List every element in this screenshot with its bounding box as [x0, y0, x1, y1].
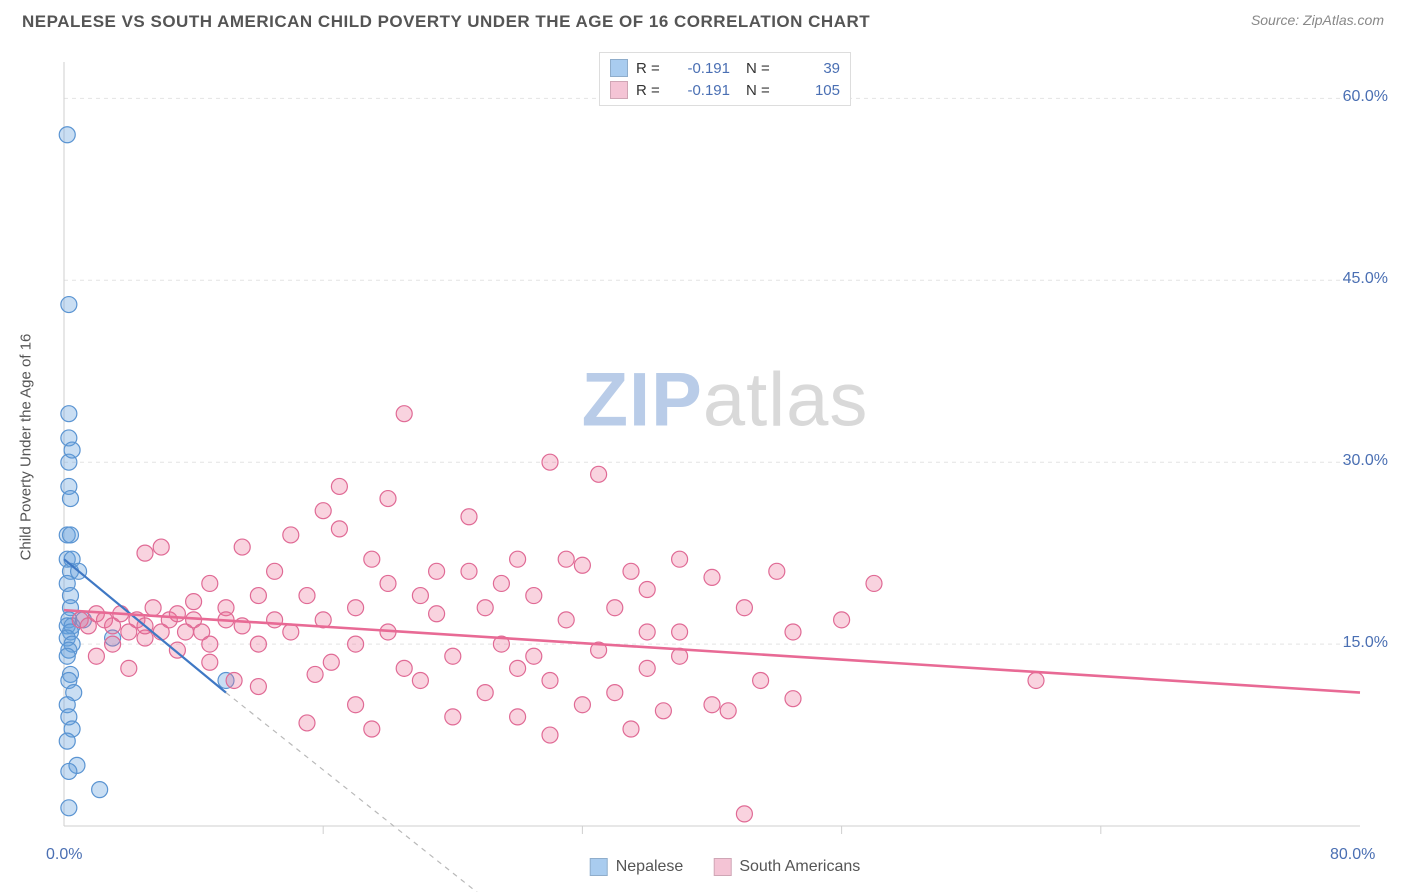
legend-label-south-americans: South Americans [739, 858, 860, 876]
x-tick-label: 0.0% [46, 846, 82, 864]
chart-area: Child Poverty Under the Age of 16 ZIPatl… [46, 52, 1386, 842]
stat-label-r2: R = [636, 82, 666, 99]
legend-swatch-south-americans [713, 858, 731, 876]
y-tick-label: 45.0% [1343, 270, 1388, 288]
stat-label-n2: N = [746, 82, 776, 99]
legend-label-nepalese: Nepalese [616, 858, 684, 876]
stat-r-south-americans: -0.191 [674, 82, 730, 99]
stat-n-nepalese: 39 [784, 60, 840, 77]
scatter-svg [64, 52, 1386, 842]
y-axis-label: Child Poverty Under the Age of 16 [18, 334, 35, 561]
legend-item-nepalese: Nepalese [590, 858, 684, 876]
stats-legend: R = -0.191 N = 39 R = -0.191 N = 105 [599, 52, 851, 106]
y-tick-label: 60.0% [1343, 88, 1388, 106]
source-name: ZipAtlas.com [1303, 12, 1384, 28]
source-credit: Source: ZipAtlas.com [1251, 12, 1384, 28]
stats-row-nepalese: R = -0.191 N = 39 [610, 57, 840, 79]
y-tick-label: 30.0% [1343, 452, 1388, 470]
stats-row-south-americans: R = -0.191 N = 105 [610, 79, 840, 101]
x-tick-label: 80.0% [1330, 846, 1375, 864]
legend-item-south-americans: South Americans [713, 858, 860, 876]
source-prefix: Source: [1251, 12, 1303, 28]
swatch-nepalese [610, 59, 628, 77]
chart-title: NEPALESE VS SOUTH AMERICAN CHILD POVERTY… [22, 12, 870, 32]
stat-label-n: N = [746, 60, 776, 77]
swatch-south-americans [610, 81, 628, 99]
series-legend: Nepalese South Americans [590, 858, 861, 876]
stat-r-nepalese: -0.191 [674, 60, 730, 77]
chart-header: NEPALESE VS SOUTH AMERICAN CHILD POVERTY… [0, 0, 1406, 38]
stat-label-r: R = [636, 60, 666, 77]
stat-n-south-americans: 105 [784, 82, 840, 99]
plot-area: ZIPatlas R = -0.191 N = 39 R = -0.191 N … [64, 52, 1386, 842]
legend-swatch-nepalese [590, 858, 608, 876]
y-tick-label: 15.0% [1343, 634, 1388, 652]
